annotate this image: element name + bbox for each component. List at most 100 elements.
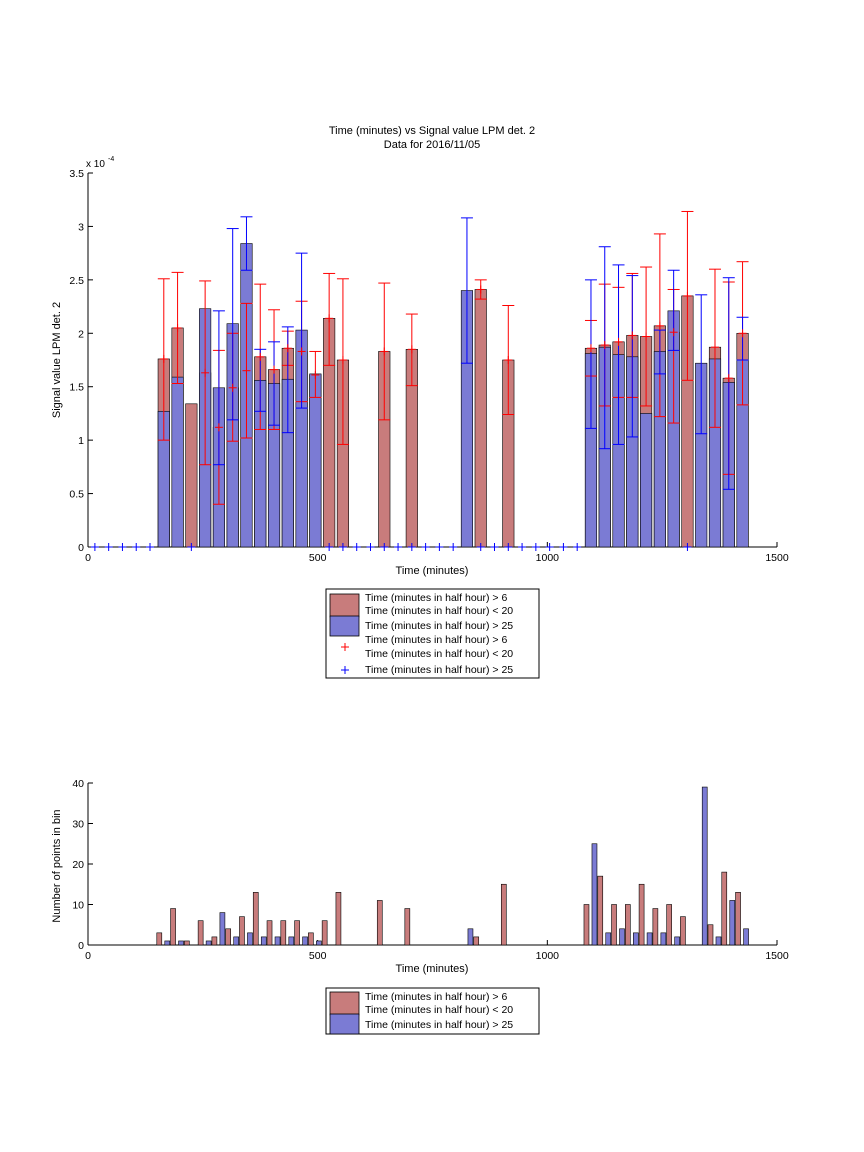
chart1-bar-blue: [171, 376, 184, 548]
chart2-x-tick-label: 1500: [765, 950, 789, 962]
chart2-bar-blue: [302, 936, 308, 946]
chart2-bar-red: [184, 940, 190, 946]
chart2-bar-red: [294, 920, 300, 946]
chart2-bar-blue: [701, 786, 708, 946]
chart1-legend-red-plus-marker: [341, 643, 349, 651]
chart2-tick-labels: 0 500 1000 1500 0 10 20 30 40: [72, 778, 789, 962]
chart2-bar-blue: [467, 928, 474, 946]
chart1-legend: Time (minutes in half hour) > 6 Time (mi…: [325, 588, 540, 679]
chart1-y-tick-label: 2.5: [69, 275, 84, 287]
chart1-legend-box: [325, 588, 540, 679]
chart1-legend-blue-label: Time (minutes in half hour) > 25: [365, 620, 513, 632]
chart2-bar-red: [583, 904, 590, 946]
chart2-bar-blue: [729, 900, 736, 946]
chart2-bar-red: [666, 904, 672, 946]
chart2-legend-red-label-line2: Time (minutes in half hour) < 20: [365, 1004, 513, 1016]
chart2-bar-blue: [660, 932, 667, 946]
chart2-bar-red: [652, 908, 659, 946]
chart2-bar-blue: [247, 932, 253, 946]
chart2-bar-red: [625, 904, 631, 946]
chart2-bar-red: [211, 936, 218, 946]
chart2-bar-blue: [260, 936, 267, 946]
chart2-bar-red: [404, 908, 411, 946]
chart2-bar-blue: [164, 940, 171, 946]
chart1-legend-swatch-red: [329, 593, 360, 618]
chart2-bar-blue: [633, 932, 639, 946]
chart2-bar-red: [308, 932, 314, 946]
chart2-bar-blue: [619, 928, 625, 946]
chart1-y-tick-label: 3: [78, 221, 84, 233]
chart1-bar-blue: [640, 413, 653, 548]
chart2-bar-red: [721, 871, 728, 946]
chart1-legend-red-marker-label-line2: Time (minutes in half hour) < 20: [365, 648, 513, 660]
chart2-bar-red: [170, 908, 176, 946]
chart2-bar-blue: [715, 936, 722, 946]
chart2-bar-blue: [743, 928, 749, 946]
chart2-legend-swatch-blue: [329, 1013, 360, 1035]
chart2-y-tick-label: 20: [72, 859, 84, 871]
chart1-bar-red: [185, 403, 198, 548]
chart2-bar-blue: [316, 940, 322, 946]
chart1-y-exponent-power: -4: [108, 156, 114, 163]
chart2-legend-box: [325, 987, 540, 1035]
chart1-x-tick-label: 1000: [536, 552, 560, 564]
chart2-bar-red: [707, 924, 714, 946]
chart2-bar-blue: [674, 936, 680, 946]
chart1-y-tick-label: 0: [78, 542, 84, 554]
chart2-legend-blue-label: Time (minutes in half hour) > 25: [365, 1019, 513, 1031]
chart1-bar-red: [474, 289, 487, 548]
chart2-bar-red: [735, 892, 741, 946]
chart2-legend: Time (minutes in half hour) > 6 Time (mi…: [325, 987, 540, 1035]
chart2-y-tick-label: 30: [72, 819, 84, 831]
chart1-legend-blue-plus-marker: [341, 666, 349, 674]
chart1-tick-labels: 0 500 1000 1500 0 0.5 1 1.5 2 2.5 3 3.5: [69, 168, 788, 564]
chart2-legend-red-label-line1: Time (minutes in half hour) > 6: [365, 991, 507, 1003]
chart2-bar-blue: [288, 936, 295, 946]
chart1-legend-red-label-line2: Time (minutes in half hour) < 20: [365, 605, 513, 617]
chart1-x-tick-label: 500: [309, 552, 327, 564]
chart2-bar-blue: [178, 940, 184, 946]
chart2-bar-red: [197, 920, 204, 946]
chart1-y-tick-label: 3.5: [69, 168, 84, 180]
chart2-y-tick-label: 10: [72, 900, 84, 912]
chart2-xlabel: Time (minutes): [396, 963, 469, 975]
chart1-ylabel: Signal value LPM det. 2: [51, 302, 63, 418]
chart2-bar-red: [225, 928, 231, 946]
chart2-bar-red: [266, 920, 273, 946]
chart2-y-tick-label: 0: [78, 940, 84, 952]
chart2-x-tick-label: 1000: [536, 950, 560, 962]
chart1-xlabel: Time (minutes): [396, 565, 469, 577]
chart1-legend-blue-marker-label: Time (minutes in half hour) > 25: [365, 664, 513, 676]
chart2-bar-red: [321, 920, 328, 946]
chart2-x-tick-label: 0: [85, 950, 91, 962]
chart1-y-exponent-base: x 10: [86, 159, 105, 170]
chart1-bar-blue: [309, 373, 322, 548]
chart2-bar-red: [280, 920, 287, 946]
chart1-y-tick-label: 1.5: [69, 382, 84, 394]
chart2-bar-red: [611, 904, 617, 946]
chart2-bar-red: [680, 916, 686, 946]
chart2-bar-blue: [605, 932, 612, 946]
chart1-y-tick-label: 2: [78, 328, 84, 340]
chart1-title: Time (minutes) vs Signal value LPM det. …: [329, 125, 535, 137]
chart2-bar-red: [239, 916, 245, 946]
chart2-plot-area: [87, 782, 778, 946]
chart1-x-tick-label: 1500: [765, 552, 789, 564]
chart1-legend-red-label-line1: Time (minutes in half hour) > 6: [365, 592, 507, 604]
chart2-bar-red: [473, 936, 480, 946]
chart1-legend-swatch-blue: [329, 615, 360, 637]
chart2-bar-blue: [219, 912, 226, 946]
chart2-bar-red: [597, 875, 604, 946]
chart2-bar-blue: [646, 932, 653, 946]
chart1-y-tick-label: 0.5: [69, 489, 84, 501]
chart2-bar-blue: [233, 936, 239, 946]
chart2-bar-blue: [274, 936, 281, 946]
chart1-x-tick-label: 0: [85, 552, 91, 564]
chart2-bar-red: [252, 892, 259, 946]
chart2-x-tick-label: 500: [309, 950, 327, 962]
chart2-y-tick-label: 40: [72, 778, 84, 790]
chart1-y-tick-label: 1: [78, 435, 84, 447]
chart2-bar-red: [335, 892, 342, 946]
chart2-legend-swatch-red: [329, 991, 360, 1016]
